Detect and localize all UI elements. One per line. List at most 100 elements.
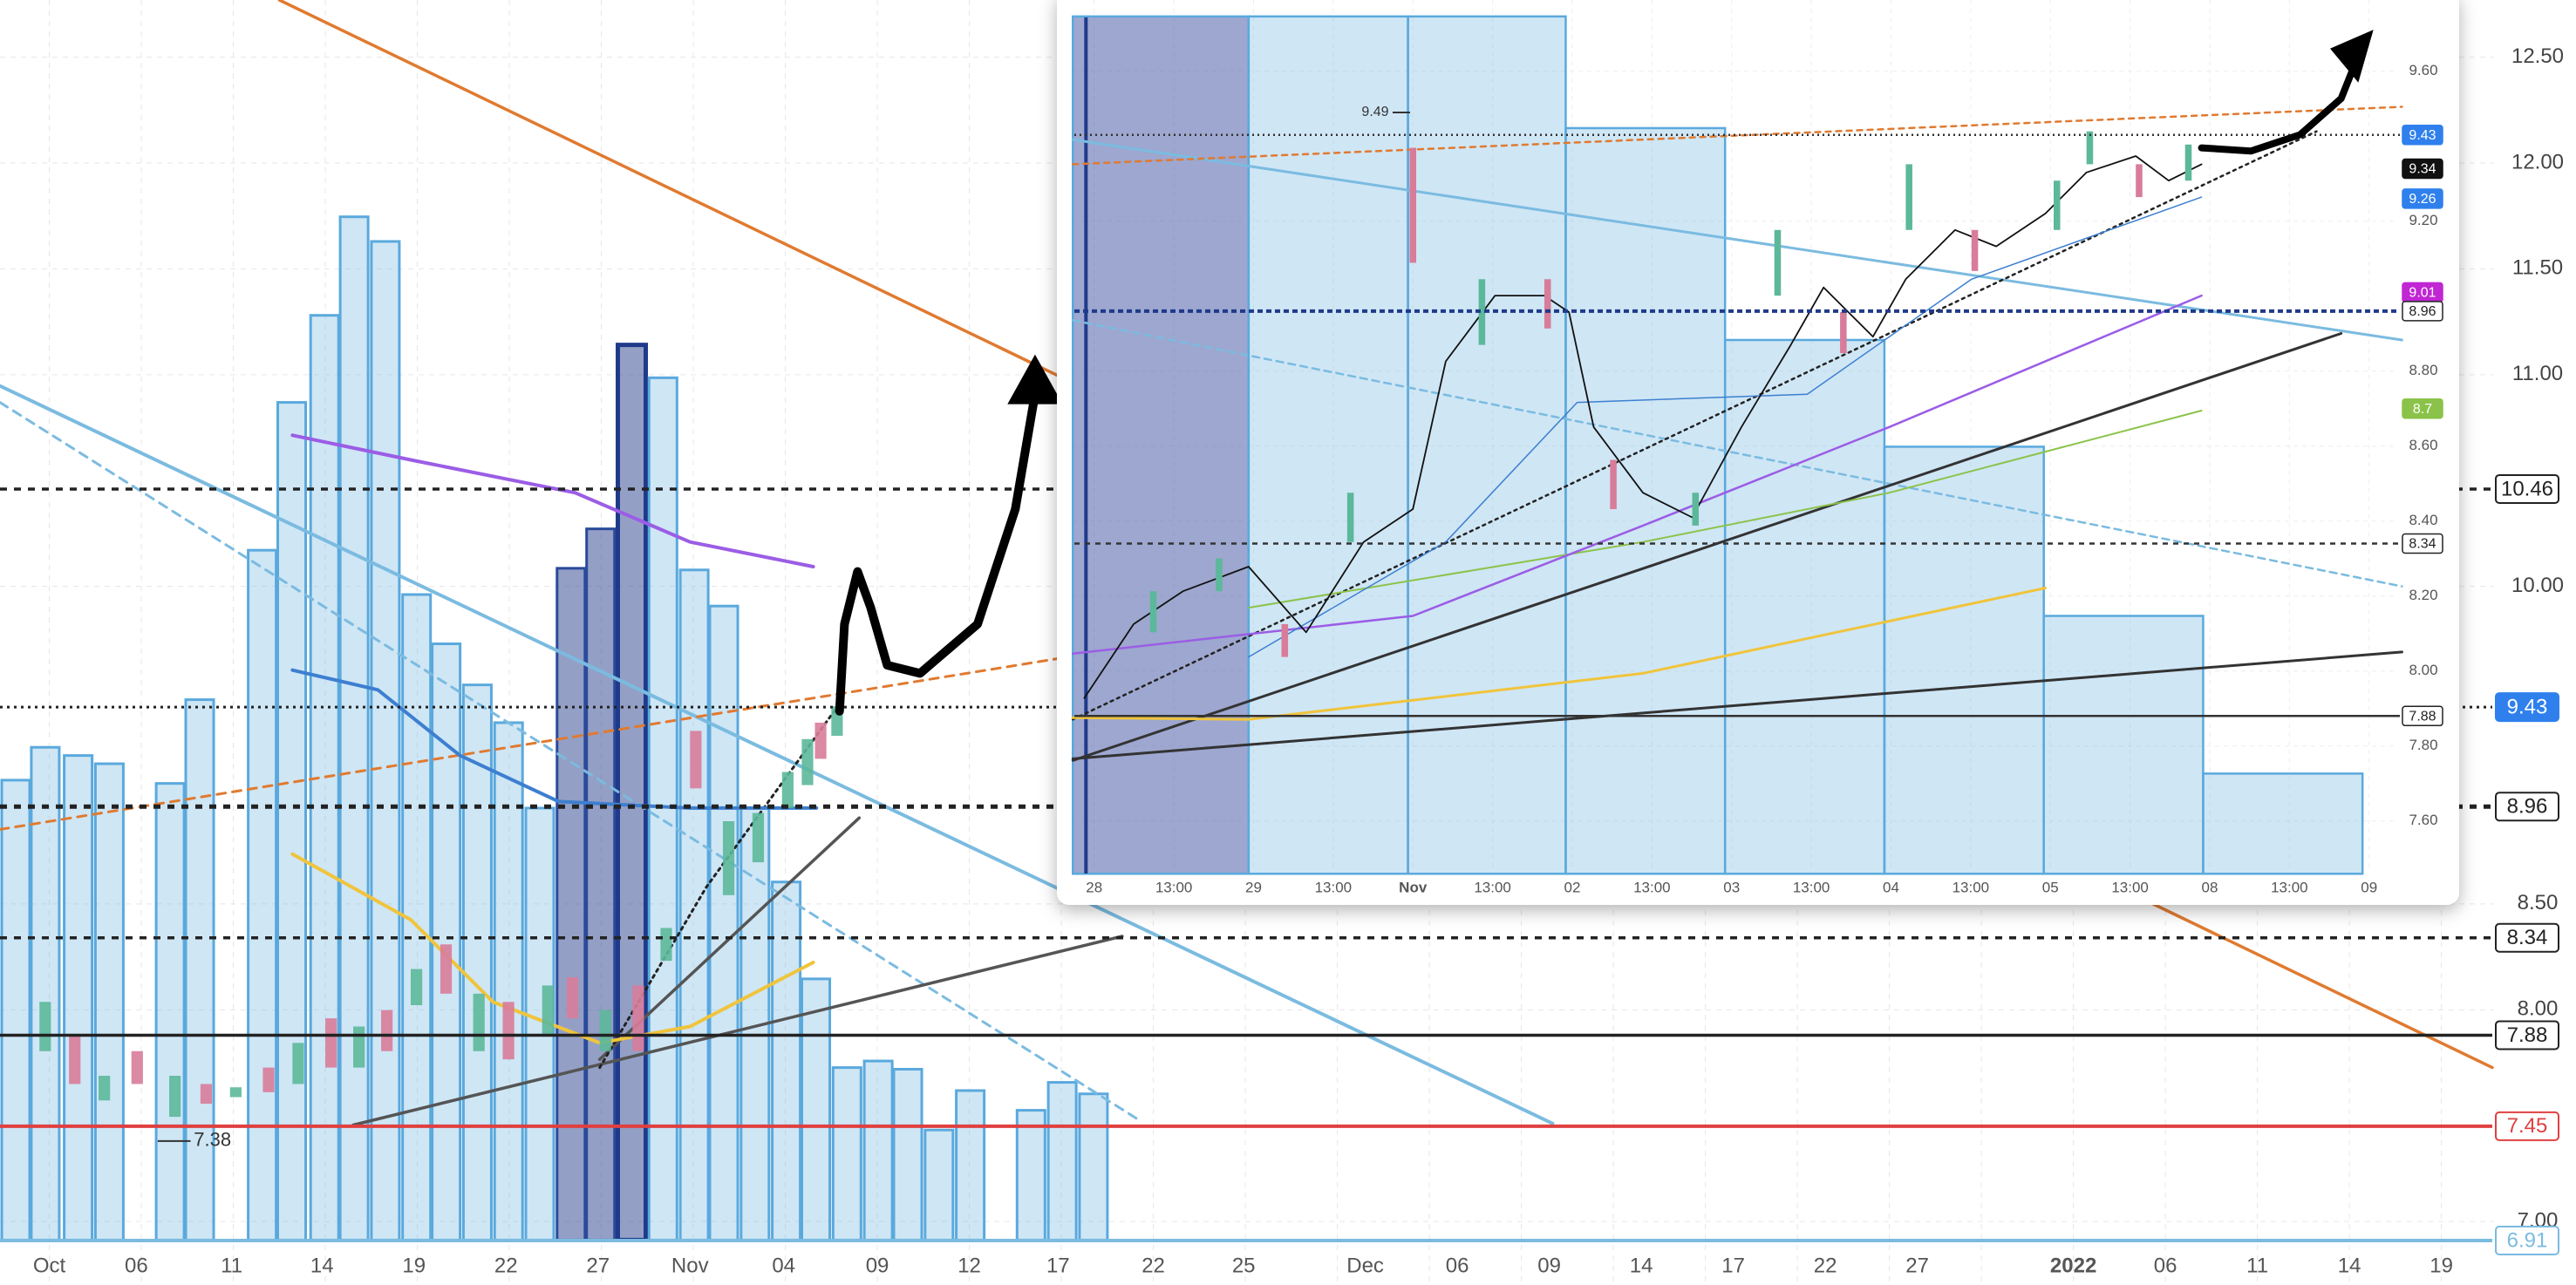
- trend-line: [0, 401, 1143, 1124]
- volume-bar: [461, 683, 493, 1241]
- date-label: 29: [1245, 879, 1262, 895]
- candle: [690, 731, 702, 789]
- trend-line: [1071, 332, 2343, 762]
- candle: [2054, 180, 2061, 230]
- price-axis-label: 8.80: [2409, 362, 2437, 378]
- candle: [1840, 311, 1847, 354]
- volume-bar: [1015, 1109, 1046, 1241]
- volume-bar: [1883, 445, 2045, 875]
- price-axis-label: 12.00: [2511, 150, 2564, 173]
- price-axis-label: 9.60: [2409, 62, 2437, 78]
- candle: [1610, 459, 1617, 510]
- candle: [814, 722, 827, 759]
- price-tag: [2495, 692, 2559, 723]
- volume-bar: [2042, 615, 2205, 875]
- volume-bar: [154, 782, 186, 1241]
- price-tag-label: 7.45: [2507, 1114, 2548, 1138]
- volume-bar: [1723, 338, 1886, 875]
- price-axis-label: 8.20: [2409, 587, 2437, 603]
- candle: [1478, 279, 1486, 345]
- candle: [353, 1026, 365, 1068]
- candle: [39, 1002, 51, 1051]
- date-label: 04: [772, 1254, 795, 1277]
- date-label: 09: [866, 1254, 889, 1277]
- price-tag-label: 9.34: [2409, 162, 2436, 177]
- moving-average: [1072, 294, 2203, 656]
- candle: [1544, 279, 1551, 329]
- date-label: 09: [1537, 1254, 1561, 1277]
- date-label: 14: [310, 1254, 334, 1277]
- date-label: 13:00: [2111, 879, 2149, 895]
- date-label: 11: [2246, 1254, 2268, 1277]
- date-label: 13:00: [1633, 879, 1671, 895]
- volume-bar: [955, 1089, 986, 1241]
- candle: [381, 1010, 393, 1051]
- price-tag-label: 9.43: [2507, 695, 2548, 718]
- price-tag-label: 6.91: [2507, 1228, 2548, 1252]
- date-label: 14: [2338, 1254, 2361, 1277]
- date-label: 05: [2042, 879, 2059, 895]
- date-label: 17: [1721, 1254, 1745, 1277]
- candle: [1216, 558, 1223, 592]
- candle: [200, 1084, 213, 1105]
- candle: [566, 976, 579, 1019]
- trend-line: [1072, 319, 2403, 588]
- trend-line: [1071, 650, 2403, 760]
- candle: [632, 985, 644, 1051]
- price-tag: [2495, 922, 2559, 953]
- price-tag: [2495, 473, 2559, 504]
- moving-average: [1071, 587, 2048, 721]
- price-tag-label: 8.96: [2409, 304, 2436, 319]
- candle: [1971, 229, 1979, 271]
- date-label: Oct: [33, 1254, 66, 1277]
- date-label: 22: [1141, 1254, 1165, 1277]
- annotation-label: 9.49: [1361, 105, 1388, 119]
- inset-chart: 9.49 9.60 9.20 8.80 8.60 8.40 8.20 8.00 7.80 7.60…: [1057, 0, 2459, 905]
- volume-bar: [0, 778, 31, 1241]
- candle: [752, 812, 765, 863]
- candle: [2086, 131, 2094, 165]
- volume-bar: [1407, 15, 1567, 875]
- price-tag: [2495, 1226, 2559, 1256]
- price-tag: [2495, 1020, 2559, 1050]
- price-tag-label: 7.88: [2409, 710, 2436, 724]
- date-label: 03: [1723, 879, 1740, 895]
- volume-bar: [30, 745, 61, 1241]
- price-tag: [2402, 705, 2443, 727]
- candle: [1281, 623, 1289, 657]
- candle: [660, 928, 672, 962]
- date-label: 19: [402, 1254, 426, 1277]
- moving-average: [290, 668, 819, 810]
- date-label: 13:00: [1155, 879, 1193, 895]
- volume-bar: [338, 215, 370, 1241]
- candle: [229, 1087, 242, 1098]
- volume-bar: [63, 754, 94, 1241]
- price-path: [1083, 155, 2203, 699]
- moving-average: [1247, 410, 2203, 609]
- price-axis-label: 7.60: [2409, 812, 2437, 828]
- price-axis-label: 8.40: [2409, 512, 2437, 528]
- volume-bar: [616, 343, 649, 1242]
- date-label: 08: [2202, 879, 2218, 895]
- candle: [1774, 229, 1782, 296]
- date-label: 22: [494, 1254, 518, 1277]
- volume-bar: [801, 977, 832, 1241]
- candle: [69, 1034, 81, 1084]
- volume-bar: [708, 604, 739, 1241]
- candle: [1149, 591, 1157, 633]
- price-tag: [2402, 158, 2443, 180]
- date-label: 02: [1564, 879, 1581, 895]
- candle: [99, 1076, 111, 1101]
- price-tag-label: 9.43: [2409, 128, 2436, 143]
- volume-bar: [1078, 1092, 1109, 1241]
- candle: [2184, 144, 2192, 181]
- candle: [1346, 493, 1354, 542]
- price-tag-label: 8.34: [2409, 537, 2436, 552]
- date-label: 14: [1630, 1254, 1653, 1277]
- annotation-label: 7.38: [194, 1129, 231, 1151]
- price-axis-label: 11.50: [2512, 256, 2563, 280]
- price-tag-label: 8.7: [2413, 402, 2432, 417]
- date-label: 13:00: [1315, 879, 1353, 895]
- candle: [169, 1076, 181, 1118]
